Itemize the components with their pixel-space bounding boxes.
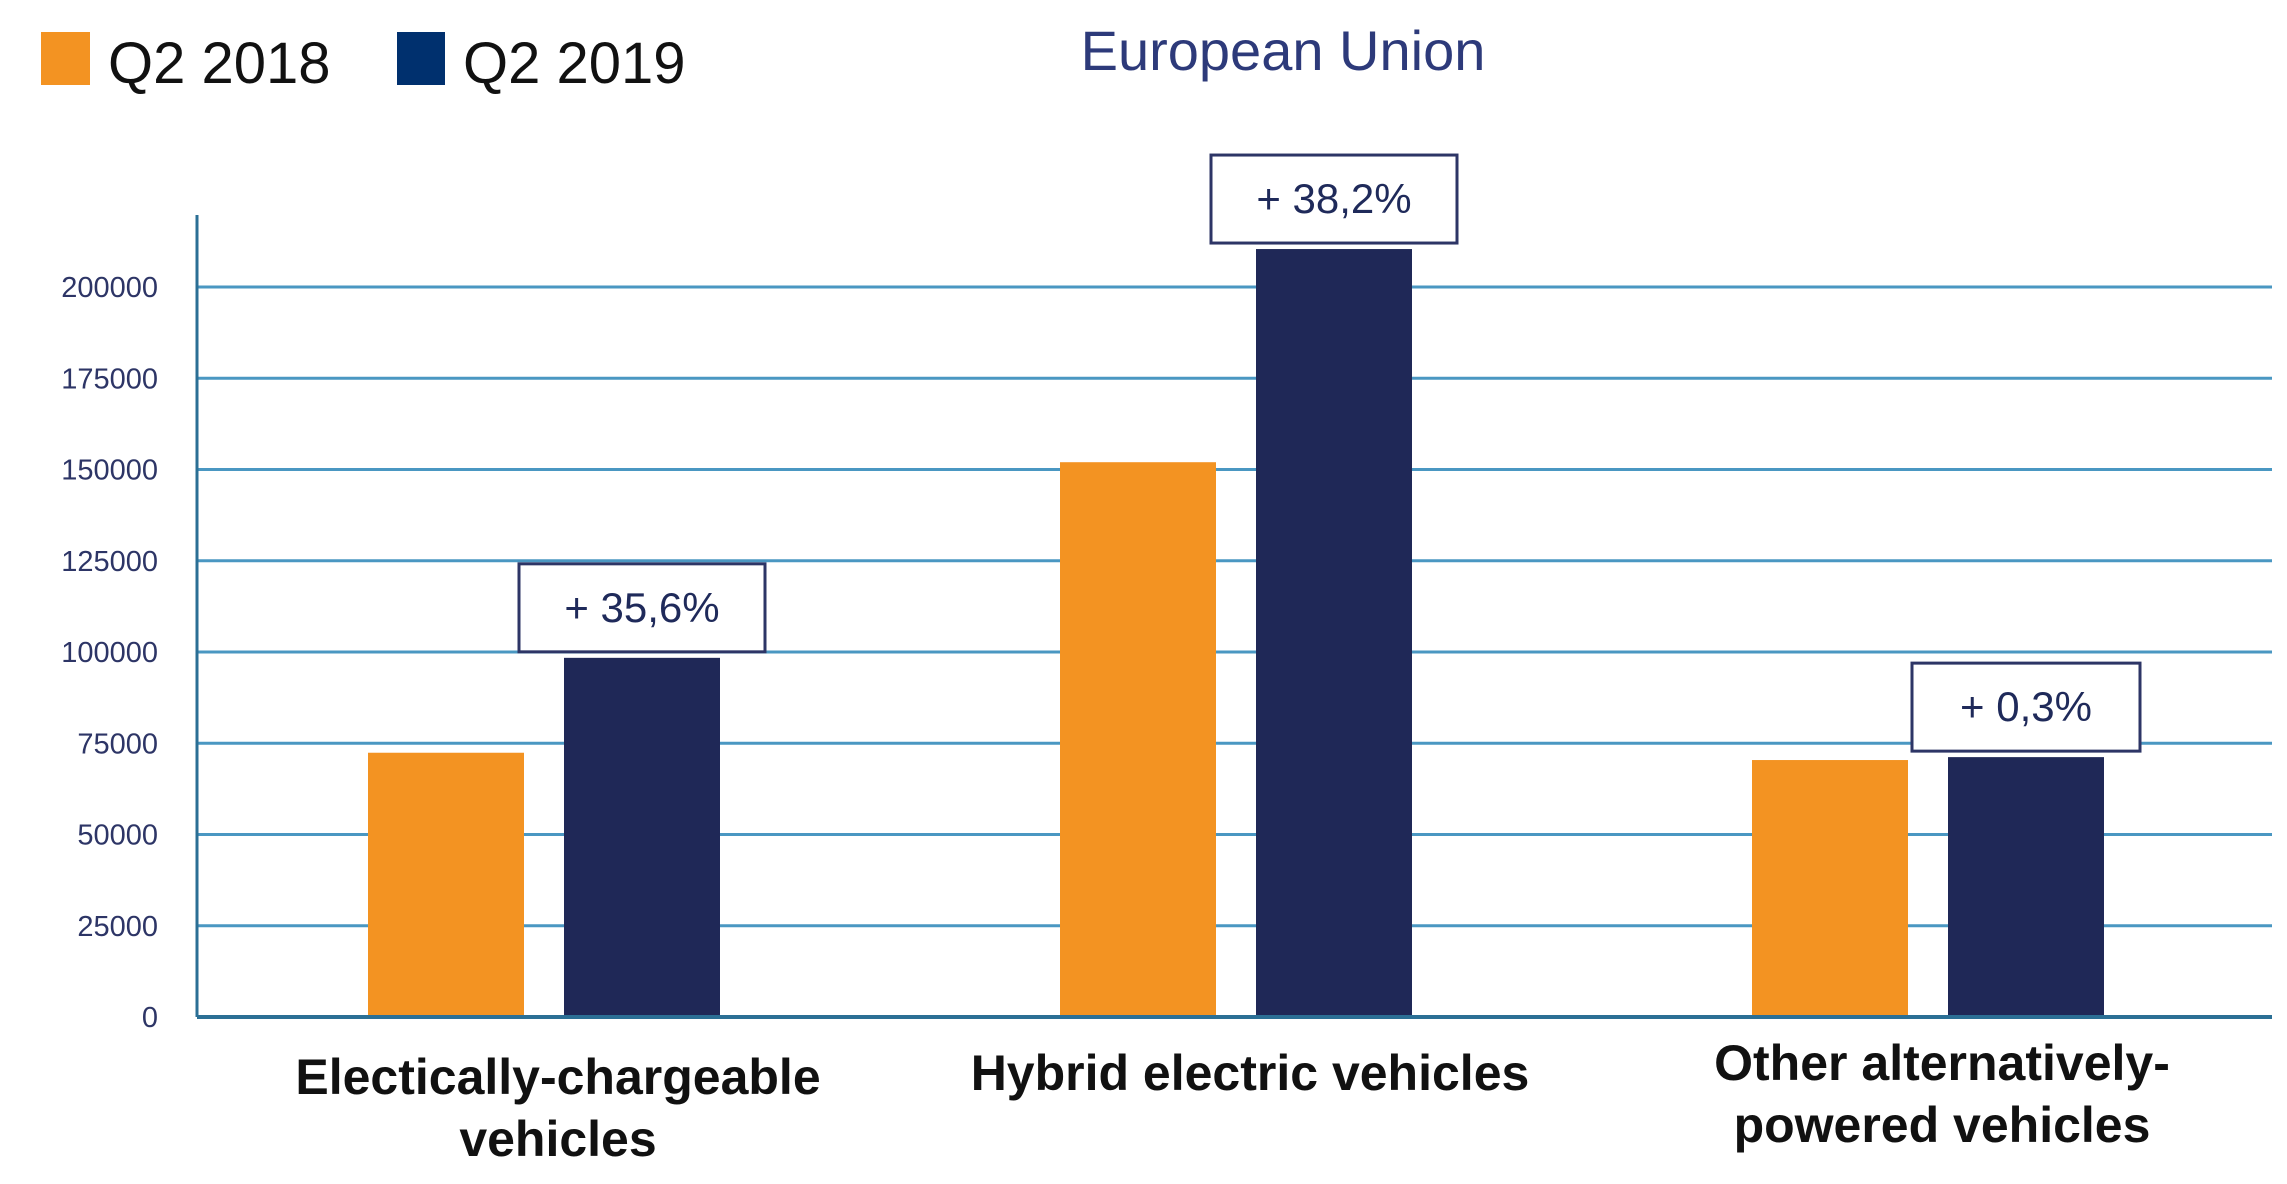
category-label: vehicles: [459, 1111, 656, 1167]
y-tick-label: 0: [142, 1002, 158, 1034]
change-annotation: + 38,2%: [1209, 153, 1459, 245]
legend-label-q2-2019: Q2 2019: [463, 31, 686, 96]
bars: [368, 249, 2104, 1018]
y-tick-label: 100000: [61, 637, 158, 669]
y-tick-label: 25000: [77, 911, 158, 943]
category-label: Hybrid electric vehicles: [971, 1045, 1530, 1101]
category-label: Electically-chargeable: [295, 1049, 820, 1105]
bar-q2-2019: [564, 657, 720, 1017]
annotation-box: [517, 562, 767, 654]
bar-q2-2019: [1948, 757, 2104, 1017]
bar-q2-2018: [1752, 760, 1908, 1017]
category-label: powered vehicles: [1734, 1097, 2151, 1153]
annotation-label: + 35,6%: [564, 584, 719, 631]
bar-q2-2018: [368, 752, 524, 1017]
annotation-label: + 0,3%: [1960, 683, 2092, 730]
y-tick-label: 125000: [61, 546, 158, 578]
legend-swatch-q2-2019: [397, 32, 445, 85]
y-tick-label: 200000: [61, 272, 158, 304]
annotation-box: [1209, 153, 1459, 245]
annotation-label: + 38,2%: [1256, 175, 1411, 222]
y-tick-label: 175000: [61, 363, 158, 395]
legend: Q2 2018 Q2 2019: [41, 31, 686, 96]
bar-q2-2019: [1256, 249, 1412, 1018]
change-annotation: + 0,3%: [1910, 661, 2142, 753]
y-tick-label: 50000: [77, 820, 158, 852]
bar-q2-2018: [1060, 462, 1216, 1017]
y-axis-ticks: 0 25000 50000 75000 100000 125000 150000 175000…: [61, 272, 158, 1034]
annotation-box: [1910, 661, 2142, 753]
annotations: + 35,6% + 38,2% + 0,3%: [517, 153, 2142, 753]
x-axis-categories: Electically-chargeable vehicles Hybrid ele…: [295, 1035, 2170, 1167]
chart-title: European Union: [1081, 19, 1486, 82]
legend-swatch-q2-2018: [41, 32, 90, 85]
y-tick-label: 75000: [77, 728, 158, 760]
change-annotation: + 35,6%: [517, 562, 767, 654]
category-label: Other alternatively-: [1714, 1035, 2170, 1091]
y-tick-label: 150000: [61, 455, 158, 487]
legend-label-q2-2018: Q2 2018: [108, 31, 331, 96]
